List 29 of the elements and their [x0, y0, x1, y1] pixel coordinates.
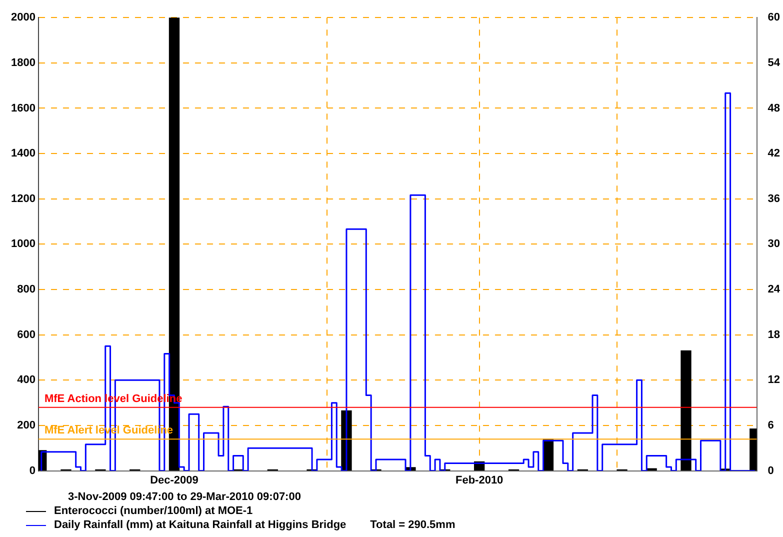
y-tick-label: 800 — [17, 284, 36, 296]
y2-tick-label: 60 — [768, 12, 780, 24]
y2-tick-label: 0 — [768, 464, 774, 477]
y-tick-label: 1400 — [10, 148, 36, 160]
x-tick-label: Dec-2009 — [150, 474, 198, 486]
y-tick-label: 400 — [17, 374, 36, 386]
y2-tick-label: 18 — [768, 328, 780, 341]
y-tick-label: 2000 — [10, 12, 36, 24]
text: 3-Nov-2009 09:47:00 to 29-Mar-2010 09:07:00 — [67, 490, 302, 504]
text: Total = 290.5mm — [370, 518, 456, 532]
y2-tick-label: 36 — [768, 192, 780, 205]
y2-tick-label: 54 — [768, 56, 781, 69]
y2-tick-label: 30 — [768, 238, 780, 250]
y2-tick-label: 48 — [768, 102, 780, 114]
y-tick-label: 1800 — [10, 56, 36, 69]
y2-tick-label: 6 — [768, 420, 774, 432]
y-tick-label: 1200 — [10, 192, 36, 205]
y-tick-label: 600 — [17, 328, 36, 341]
y-tick-label: 200 — [17, 420, 36, 432]
y2-tick-label: 42 — [768, 148, 780, 160]
y2-tick-label: 24 — [768, 284, 781, 296]
bar — [680, 350, 692, 471]
x-tick-label: Feb-2010 — [455, 474, 504, 486]
y-tick-label: 1000 — [10, 238, 36, 250]
legend-label: Enterococci (number/100ml) at MOE-1 — [54, 504, 253, 518]
y-tick-label: 0 — [29, 464, 36, 477]
y-tick-label: 1600 — [10, 102, 36, 114]
y2-tick-label: 12 — [768, 374, 780, 386]
legend-label: Daily Rainfall (mm) at Kaituna Rainfall at Higgins Bridge — [54, 518, 346, 532]
